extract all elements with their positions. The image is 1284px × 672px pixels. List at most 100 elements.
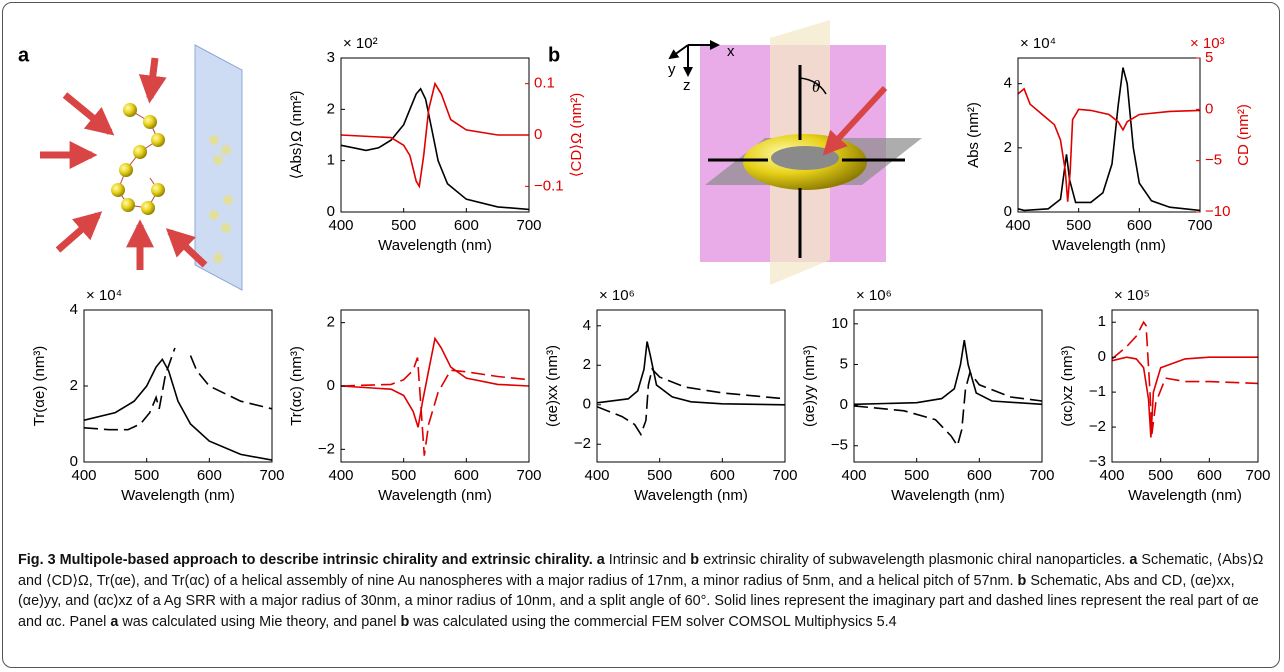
y-tick-label: 2 (583, 356, 591, 373)
y-tick-label: 0 (840, 396, 848, 413)
axis-name: x (727, 43, 735, 60)
x-axis-label: Wavelength (nm) (1128, 487, 1242, 504)
y-tick-label: 0 (1098, 348, 1106, 365)
x-tick-label: 500 (391, 217, 416, 234)
incident-arrow (822, 85, 888, 156)
caption-text: a (1129, 552, 1138, 568)
y-axis-label: Abs (nm²) (965, 102, 982, 168)
y-tick-label: 3 (327, 49, 335, 66)
panel-label: b (548, 44, 560, 66)
line-series (1018, 67, 1200, 212)
x-tick-label: 400 (328, 467, 353, 484)
projected-spheres (209, 135, 233, 263)
caption-text: extrinsic chirality of subwavelength pla… (699, 552, 1130, 568)
caption-text: was calculated using Mie theory, and pan… (118, 613, 401, 630)
x-tick-label: 600 (454, 467, 479, 484)
plot-frame (853, 309, 1043, 463)
axis-multiplier: × 10³ (1190, 35, 1225, 52)
x-tick-label: 700 (516, 467, 541, 484)
axis-multiplier: × 10⁴ (1020, 35, 1056, 52)
y-axis-label: (αc)xz (nm³) (1059, 345, 1076, 426)
y-tick-label: 0 (327, 377, 335, 394)
y2-tick-label: −5 (1205, 152, 1222, 169)
caption-text: Schematic, ⟨Abs⟩Ω and ⟨CD⟩Ω, Tr(αe), and… (18, 552, 1268, 589)
angle-label: θ (812, 77, 820, 96)
x-axis-label: Wavelength (nm) (378, 487, 492, 504)
x-tick-label: 500 (391, 467, 416, 484)
caption-text: b (400, 613, 410, 630)
y-tick-label: 4 (583, 317, 591, 334)
x-tick-label: 700 (772, 467, 797, 484)
line-series (1112, 320, 1258, 435)
y2-axis-label: CD (nm²) (1235, 104, 1252, 166)
x-tick-label: 700 (259, 467, 284, 484)
y-tick-label: 4 (70, 301, 78, 318)
caption-text: b (1017, 572, 1027, 589)
x-tick-label: 600 (710, 467, 735, 484)
y-tick-label: 2 (70, 377, 78, 394)
coordinate-arrows (668, 40, 720, 77)
y-tick-label: −1 (1089, 383, 1106, 400)
axis-cross (708, 65, 905, 258)
plot-frame (1111, 309, 1259, 463)
x-axis-label: Wavelength (nm) (1052, 237, 1166, 254)
y-tick-label: 2 (327, 314, 335, 331)
x-tick-label: 700 (1245, 467, 1270, 484)
angle-arc (799, 77, 827, 95)
panel-label: a (18, 44, 30, 66)
plot-frame (596, 309, 786, 463)
y-tick-label: 0 (1004, 203, 1012, 220)
x-axis-label: Wavelength (nm) (634, 487, 748, 504)
line-series (341, 336, 529, 428)
line-series (597, 367, 785, 437)
y2-tick-label: −0.1 (534, 177, 564, 194)
line-series (341, 81, 529, 189)
line-series (1018, 87, 1200, 202)
helix-bonds (117, 109, 159, 209)
line-series (84, 347, 272, 431)
y-tick-label: 1 (1098, 313, 1106, 330)
y2-tick-label: 0 (534, 126, 542, 143)
x-tick-label: 700 (1029, 467, 1054, 484)
line-series (1112, 356, 1258, 438)
plot-frame (1017, 57, 1201, 213)
x-tick-label: 500 (134, 467, 159, 484)
line-series (84, 357, 272, 461)
line-series (854, 370, 1042, 448)
x-axis-label: Wavelength (nm) (378, 237, 492, 254)
x-tick-label: 700 (516, 217, 541, 234)
y-tick-label: 4 (1004, 75, 1012, 92)
caption-text: Intrinsic and (604, 552, 691, 568)
plot-frame (340, 309, 530, 463)
x-tick-label: 400 (1099, 467, 1124, 484)
x-tick-label: 400 (841, 467, 866, 484)
y-tick-label: −2 (1089, 418, 1106, 435)
x-axis-label: Wavelength (nm) (891, 487, 1005, 504)
x-tick-label: 600 (197, 467, 222, 484)
y-axis-label: (αe)yy (nm³) (801, 345, 818, 427)
y-axis-label: Tr(αe) (nm³) (31, 346, 48, 427)
x-tick-label: 600 (1197, 467, 1222, 484)
caption: Fig. 3 Multipole-based approach to descr… (18, 550, 1268, 632)
axis-multiplier: × 10⁶ (599, 287, 635, 304)
x-tick-label: 400 (584, 467, 609, 484)
line-series (341, 87, 529, 211)
incident-arrows (40, 57, 208, 270)
srr-schematic: x y z θ (668, 20, 922, 285)
caption-text: Schematic, Abs and CD, (αe)xx, (αe)yy, a… (18, 572, 1263, 630)
y2-tick-label: 5 (1205, 49, 1213, 66)
line-series (597, 341, 785, 406)
nanospheres (111, 103, 165, 215)
x-tick-label: 400 (328, 217, 353, 234)
y-tick-label: −5 (831, 437, 848, 454)
y-tick-label: 10 (831, 315, 848, 332)
y-axis-label: ⟨Abs⟩Ω (nm²) (288, 91, 305, 180)
y-tick-label: 0 (70, 453, 78, 470)
y-tick-label: −2 (318, 440, 335, 457)
line-series (854, 339, 1042, 406)
y2-axis-label: ⟨CD⟩Ω (nm²) (568, 93, 585, 178)
axis-name: y (668, 61, 676, 78)
x-tick-label: 500 (1066, 217, 1091, 234)
